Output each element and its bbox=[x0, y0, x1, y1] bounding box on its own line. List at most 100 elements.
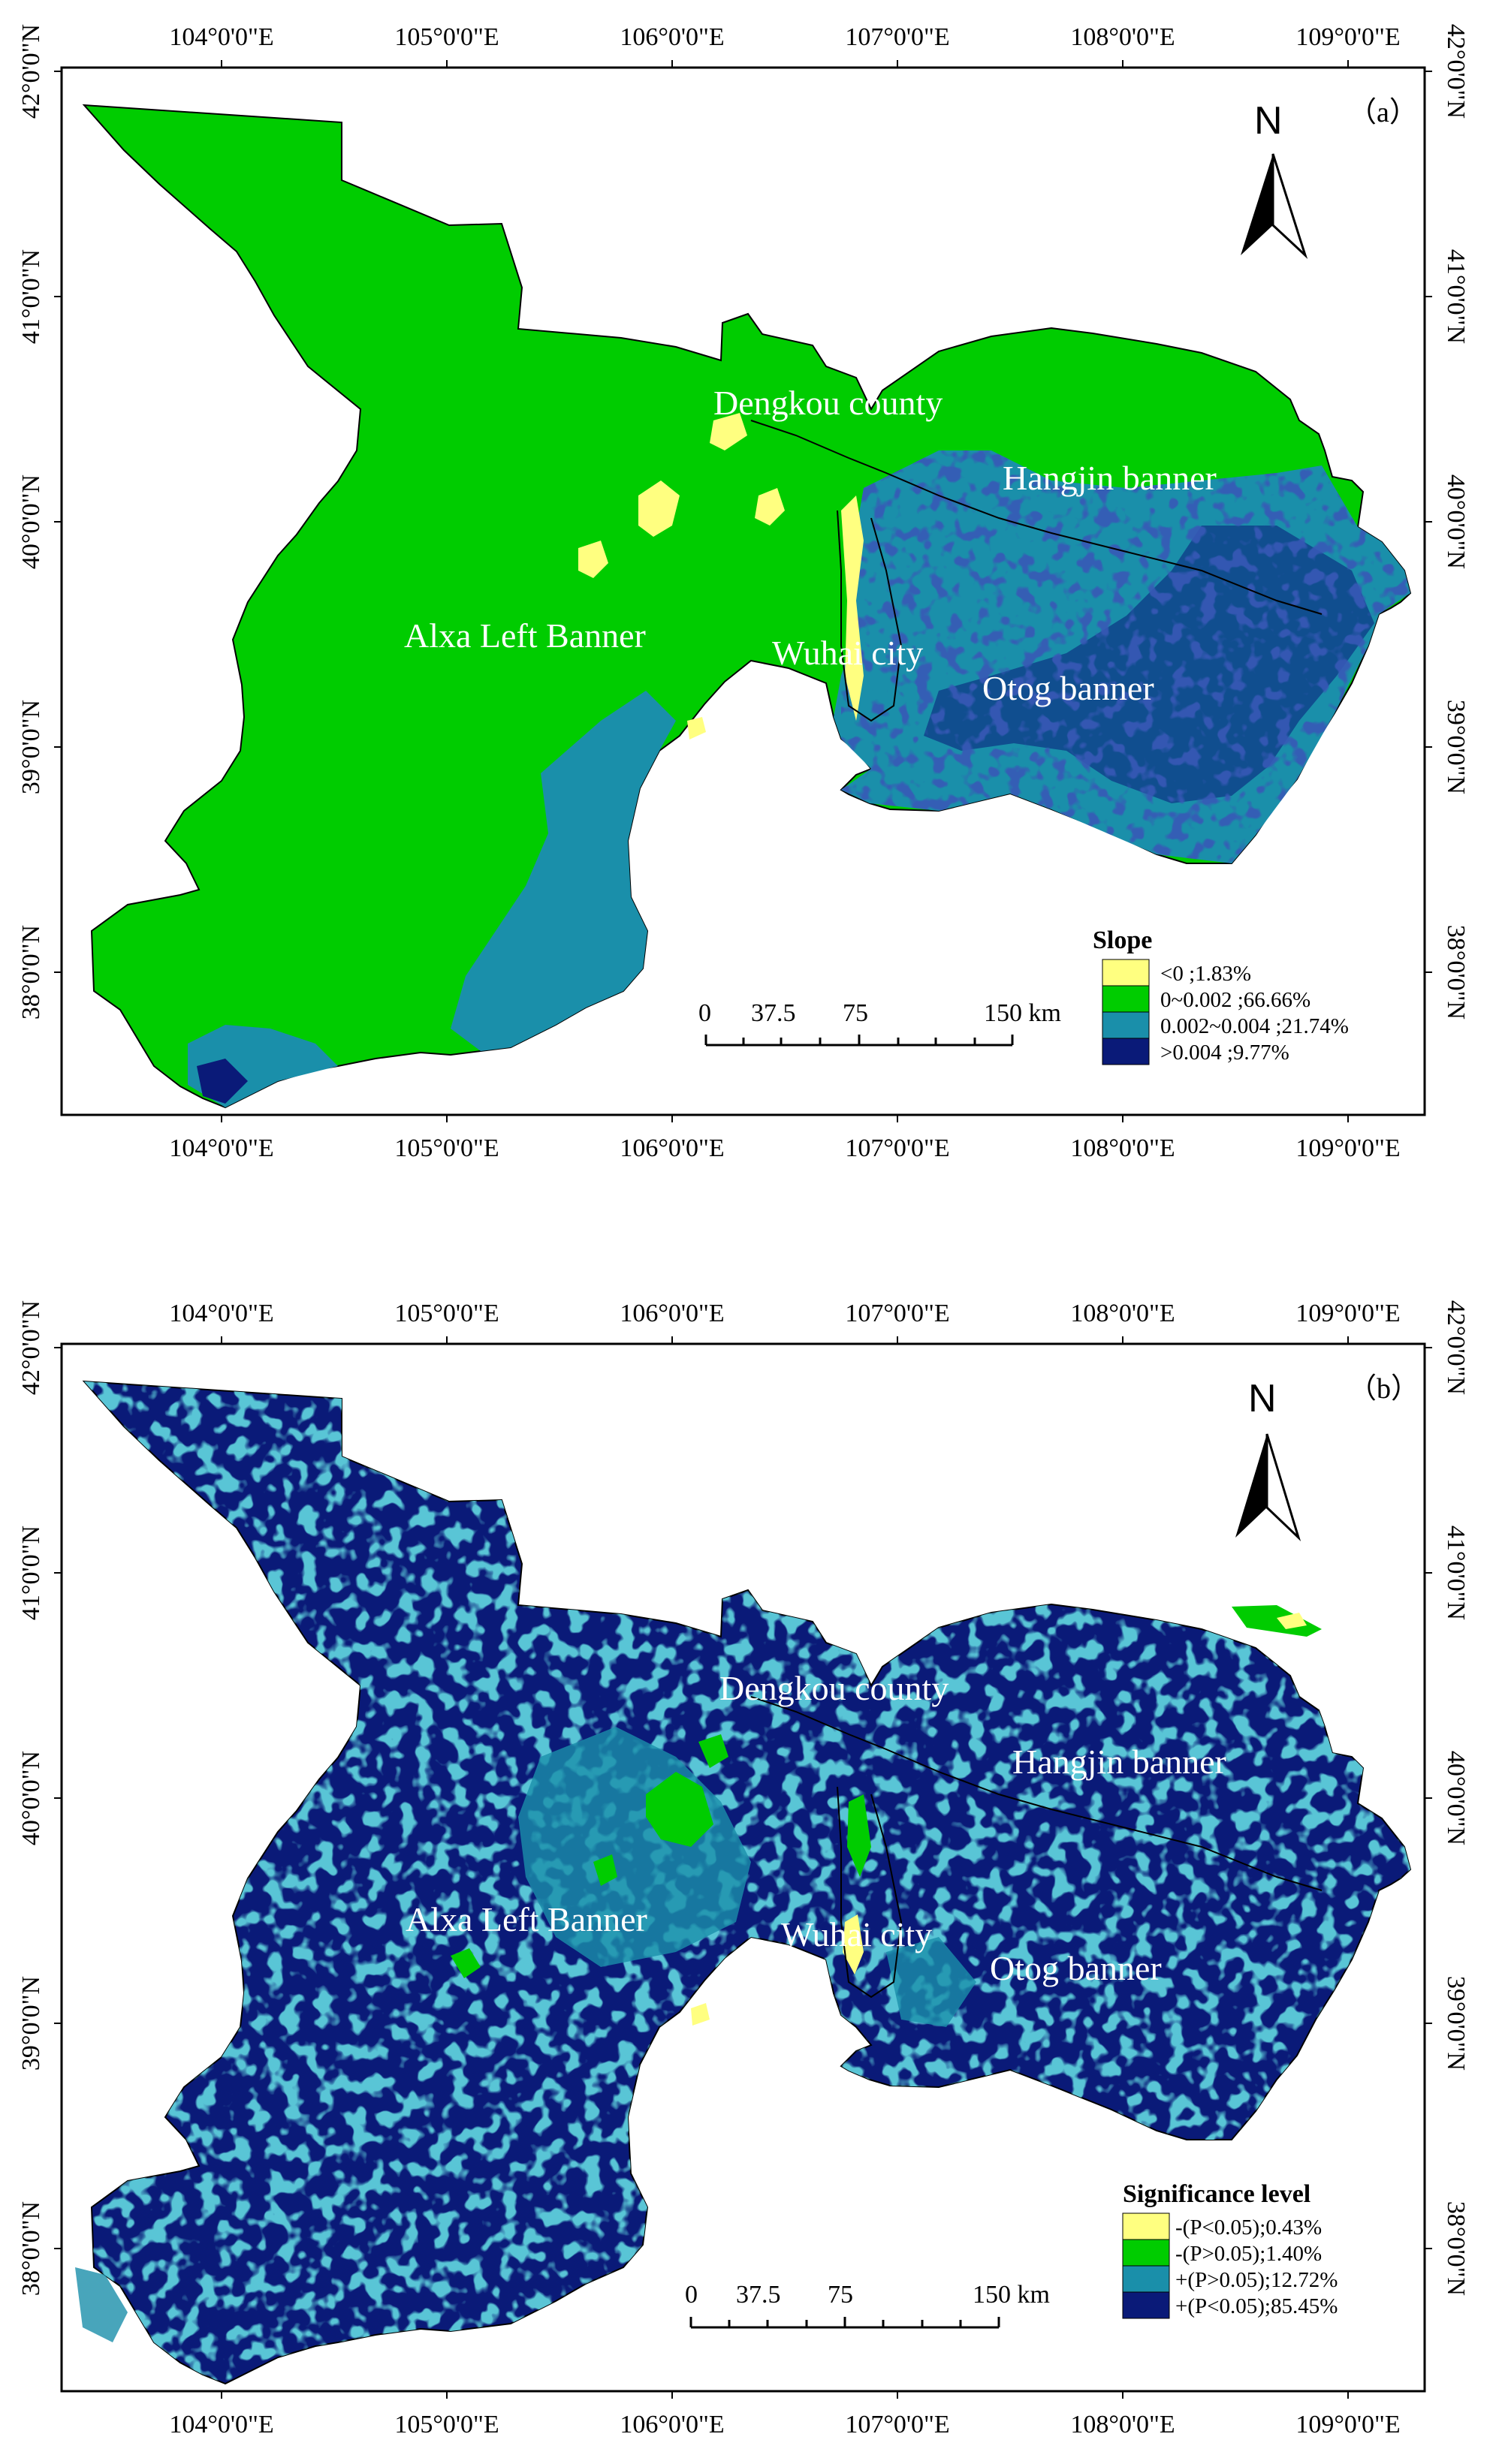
yellow-patch bbox=[691, 2003, 710, 2026]
place-hangjin: Hangjin banner bbox=[1003, 459, 1217, 497]
lat-label: 40°0'0"N bbox=[1442, 474, 1470, 569]
graticule-labels: 104°0'0"E 105°0'0"E 106°0'0"E 107°0'0"E … bbox=[17, 23, 1470, 1162]
legend-title: Slope bbox=[1093, 926, 1152, 954]
legend-swatch bbox=[1122, 2212, 1170, 2240]
lat-label: 41°0'0"N bbox=[1442, 249, 1470, 344]
place-hangjin: Hangjin banner bbox=[1012, 1743, 1226, 1781]
scale-bar: 0 37.5 75 150 km bbox=[685, 2281, 1050, 2329]
lat-label: 40°0'0"N bbox=[17, 1751, 45, 1845]
lat-label: 40°0'0"N bbox=[17, 474, 45, 569]
scale-label: 150 km bbox=[973, 2281, 1050, 2309]
county-boundary bbox=[837, 1786, 903, 1999]
county-boundary bbox=[750, 420, 1323, 615]
lon-label: 106°0'0"E bbox=[620, 1300, 724, 1327]
place-dengkou: Dengkou county bbox=[713, 384, 943, 422]
yellow-patch bbox=[755, 488, 785, 526]
legend-label: +(P>0.05);12.72% bbox=[1175, 2268, 1338, 2292]
lat-label: 41°0'0"N bbox=[17, 249, 45, 344]
legend-label: -(P>0.05);1.40% bbox=[1175, 2242, 1322, 2266]
lat-label: 39°0'0"N bbox=[1442, 700, 1470, 794]
yellow-patch bbox=[638, 480, 680, 537]
map-panel-a: Slope <0 ;1.83% 0~0.002 ;66.66% 0.002~0.… bbox=[17, 23, 1470, 1162]
county-boundary bbox=[750, 1696, 1323, 1891]
north-label: N bbox=[1254, 99, 1283, 143]
scale-label: 75 bbox=[843, 999, 868, 1027]
yellow-patch bbox=[687, 717, 706, 740]
lat-label: 38°0'0"N bbox=[17, 925, 45, 1020]
green-patch bbox=[593, 1854, 617, 1886]
teal-zone bbox=[75, 2267, 128, 2342]
lat-label: 42°0'0"N bbox=[1442, 1300, 1470, 1395]
north-label: N bbox=[1248, 1377, 1277, 1420]
lon-label: 108°0'0"E bbox=[1070, 23, 1175, 51]
lon-label: 105°0'0"E bbox=[394, 23, 499, 51]
lon-label: 105°0'0"E bbox=[394, 1300, 499, 1327]
place-wuhai: Wuhai city bbox=[781, 1915, 932, 1953]
legend: Slope <0 ;1.83% 0~0.002 ;66.66% 0.002~0.… bbox=[1093, 926, 1349, 1065]
map-frame bbox=[60, 66, 1426, 1116]
legend-swatch bbox=[1102, 959, 1150, 987]
legend-swatch bbox=[1122, 2265, 1170, 2293]
scale-bar: 0 37.5 75 150 km bbox=[698, 999, 1061, 1047]
scale-label: 150 km bbox=[984, 999, 1061, 1027]
southern-teal-area bbox=[451, 691, 676, 1051]
lon-label: 106°0'0"E bbox=[620, 2411, 724, 2438]
panel-label: （b） bbox=[1348, 1373, 1419, 1405]
yellow-patch bbox=[578, 541, 608, 578]
lat-label: 42°0'0"N bbox=[17, 1300, 45, 1395]
scale-label: 37.5 bbox=[736, 2281, 781, 2309]
river-yellow bbox=[841, 496, 864, 721]
legend-swatch bbox=[1122, 2291, 1170, 2319]
legend-label: +(P<0.05);85.45% bbox=[1175, 2294, 1338, 2318]
lon-label: 108°0'0"E bbox=[1070, 1300, 1175, 1327]
place-alxa: Alxa Left Banner bbox=[406, 1900, 647, 1938]
lon-label: 104°0'0"E bbox=[169, 23, 273, 51]
place-otog: Otog banner bbox=[982, 669, 1154, 707]
lon-label: 107°0'0"E bbox=[845, 1300, 949, 1327]
legend-label: <0 ;1.83% bbox=[1160, 962, 1251, 986]
scale-label: 0 bbox=[685, 2281, 698, 2309]
north-arrow-icon: N bbox=[1235, 1377, 1301, 1542]
legend-swatch bbox=[1102, 1038, 1150, 1065]
map-frame bbox=[60, 1342, 1426, 2393]
lon-label: 104°0'0"E bbox=[169, 2411, 273, 2438]
lat-label: 38°0'0"N bbox=[17, 2201, 45, 2296]
lat-label: 39°0'0"N bbox=[17, 700, 45, 794]
lat-label: 42°0'0"N bbox=[17, 24, 45, 119]
lon-label: 104°0'0"E bbox=[169, 1300, 273, 1327]
place-dengkou: Dengkou county bbox=[719, 1669, 949, 1707]
place-alxa: Alxa Left Banner bbox=[404, 616, 646, 655]
scale-label: 0 bbox=[698, 999, 711, 1027]
scale-label: 37.5 bbox=[751, 999, 796, 1027]
green-patch bbox=[698, 1734, 728, 1768]
yellow-patch bbox=[710, 413, 747, 450]
lat-label: 39°0'0"N bbox=[17, 1976, 45, 2071]
lon-label: 109°0'0"E bbox=[1295, 23, 1400, 51]
lat-label: 40°0'0"N bbox=[1442, 1751, 1470, 1845]
place-otog: Otog banner bbox=[990, 1949, 1162, 1987]
graticule-labels: 104°0'0"E 105°0'0"E 106°0'0"E 107°0'0"E … bbox=[17, 1300, 1470, 2438]
teal-zone bbox=[886, 1937, 976, 2027]
yellow-patch bbox=[1277, 1613, 1307, 1629]
lon-label: 109°0'0"E bbox=[1295, 2411, 1400, 2438]
legend-title: Significance level bbox=[1123, 2180, 1310, 2208]
lon-label: 105°0'0"E bbox=[394, 1134, 499, 1162]
legend: Significance level -(P<0.05);0.43% -(P>0… bbox=[1122, 2180, 1338, 2319]
lat-label: 41°0'0"N bbox=[17, 1526, 45, 1620]
legend-label: >0.004 ;9.77% bbox=[1160, 1041, 1289, 1065]
scale-label: 75 bbox=[828, 2281, 853, 2309]
lon-label: 108°0'0"E bbox=[1070, 1134, 1175, 1162]
lon-label: 107°0'0"E bbox=[845, 2411, 949, 2438]
lon-label: 105°0'0"E bbox=[394, 2411, 499, 2438]
green-patch bbox=[451, 1948, 481, 1978]
county-boundary bbox=[837, 510, 903, 722]
map-panel-b: Significance level -(P<0.05);0.43% -(P>0… bbox=[17, 1300, 1470, 2438]
legend-swatch bbox=[1122, 2239, 1170, 2267]
lon-label: 106°0'0"E bbox=[620, 1134, 724, 1162]
lon-label: 107°0'0"E bbox=[845, 23, 949, 51]
legend-swatch bbox=[1102, 1011, 1150, 1039]
lat-label: 39°0'0"N bbox=[1442, 1976, 1470, 2071]
lat-label: 42°0'0"N bbox=[1442, 24, 1470, 119]
lon-label: 106°0'0"E bbox=[620, 23, 724, 51]
